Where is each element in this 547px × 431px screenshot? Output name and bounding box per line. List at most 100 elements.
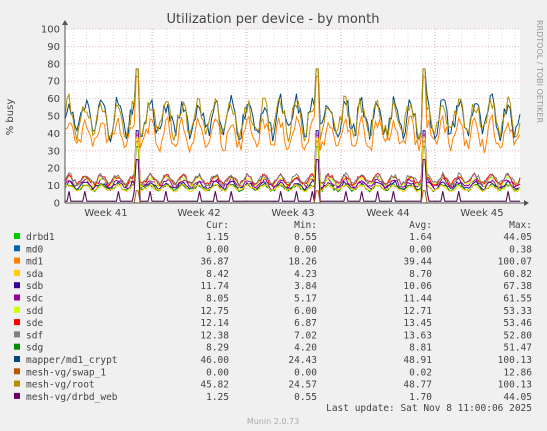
legend-series-name: mesh-vg/drbd_web [26,392,118,403]
x-axis-arrow [524,200,529,206]
y-tick-label: 10 [47,181,60,192]
legend-swatch [14,380,20,387]
legend-swatch [14,245,20,252]
legend-value-max: 0.38 [509,244,532,255]
legend-value-avg: 1.70 [409,392,432,403]
legend-series-name: mesh-vg/swap_1 [26,367,106,378]
legend-column-header: Max: [509,220,532,231]
x-tick-label: Week 45 [460,208,503,219]
legend-value-max: 44.05 [503,392,532,403]
y-tick-label: 30 [47,146,60,157]
legend-value-min: 6.00 [294,306,317,317]
legend-series-name: md1 [26,257,43,268]
legend-swatch [14,282,20,289]
legend-value-min: 7.02 [294,330,317,341]
y-axis-label: % busy [5,99,16,136]
legend-value-cur: 36.87 [200,257,229,268]
series-line-mesh-vg-root [64,68,521,142]
legend-value-max: 12.86 [503,367,532,378]
legend-value-max: 100.13 [498,380,532,391]
legend-value-max: 52.80 [503,330,532,341]
legend-value-avg: 0.02 [409,367,432,378]
legend-value-avg: 10.06 [403,281,432,292]
y-tick-label: 90 [47,42,60,53]
series-line-md1 [64,75,521,154]
legend-value-avg: 48.77 [403,380,432,391]
legend-value-avg: 8.70 [409,269,432,280]
legend-series-name: sdf [26,330,43,341]
side-label: RRDTOOL / TOBI OETIKER [535,20,544,123]
plot-area: 0 10 20 30 40 50 60 70 80 90 100 Week 41 Week 42 Week… [41,20,529,219]
legend-column-header: Min: [294,220,317,231]
y-tick-label: 60 [47,94,60,105]
legend: Cur: Min: Avg: Max: drbd1 1.15 0.55 1.64 44.05 md… [14,220,532,403]
legend-series-name: sdg [26,343,43,354]
legend-swatch [14,319,20,326]
legend-series-name: sdc [26,294,43,305]
y-tick-label: 40 [47,129,60,140]
legend-swatch [14,233,20,239]
legend-value-cur: 1.15 [206,232,229,243]
legend-series-name: drbd1 [26,232,55,243]
y-tick-label: 0 [54,199,60,210]
y-tick-label: 80 [47,59,60,70]
legend-value-max: 67.38 [503,281,532,292]
legend-value-cur: 1.25 [206,392,229,403]
y-axis-arrow [62,20,68,25]
series-line-sdf [64,141,521,188]
legend-value-cur: 0.00 [206,244,229,255]
legend-swatch [14,343,20,350]
x-tick-label: Week 43 [271,208,314,219]
legend-value-cur: 8.42 [206,269,229,280]
y-tick-label: 50 [47,112,60,123]
legend-value-avg: 39.44 [403,257,432,268]
last-update: Last update: Sat Nov 8 11:00:06 2025 [326,403,532,414]
legend-value-max: 100.13 [498,355,532,366]
x-tick-label: Week 42 [177,208,220,219]
y-tick-label: 70 [47,77,60,88]
legend-value-cur: 12.75 [200,306,229,317]
legend-series-name: sdb [26,281,43,292]
y-tick-label: 20 [47,164,60,175]
legend-value-avg: 1.64 [409,232,432,243]
legend-value-min: 4.23 [294,269,317,280]
legend-swatch [14,294,20,301]
legend-value-min: 0.00 [294,244,317,255]
legend-value-cur: 0.00 [206,367,229,378]
legend-swatch [14,269,20,276]
footer: Munin 2.0.73 [247,417,299,426]
legend-swatch [14,356,20,362]
legend-value-avg: 12.71 [403,306,432,317]
legend-column-header: Cur: [206,220,229,231]
legend-value-avg: 0.00 [409,244,432,255]
legend-value-cur: 45.82 [200,380,229,391]
legend-value-min: 5.17 [294,294,317,305]
legend-value-cur: 12.38 [200,330,229,341]
series-line-sde [64,140,521,188]
legend-value-cur: 8.05 [206,294,229,305]
legend-value-min: 24.57 [288,380,317,391]
legend-value-max: 60.82 [503,269,532,280]
legend-value-cur: 11.74 [200,281,229,292]
y-tick-label: 100 [41,25,60,36]
chart-title: Utilization per device - by month [167,12,380,27]
x-tick-label: Week 41 [84,208,127,219]
legend-value-max: 61.55 [503,294,532,305]
legend-value-avg: 8.81 [409,343,432,354]
legend-swatch [14,368,20,375]
legend-value-cur: 8.29 [206,343,229,354]
x-tick-label: Week 44 [366,208,409,219]
legend-swatch [14,331,20,338]
legend-series-name: md0 [26,244,43,255]
legend-value-max: 53.46 [503,318,532,329]
legend-value-min: 0.55 [294,232,317,243]
series-line-mesh-vg-drbd-web [65,159,520,202]
legend-swatch [14,392,20,399]
legend-value-max: 51.47 [503,343,532,354]
legend-column-header: Avg: [409,220,432,231]
legend-value-cur: 46.00 [200,355,229,366]
legend-value-max: 100.07 [498,257,532,268]
legend-value-avg: 48.91 [403,355,432,366]
legend-value-max: 44.05 [503,232,532,243]
